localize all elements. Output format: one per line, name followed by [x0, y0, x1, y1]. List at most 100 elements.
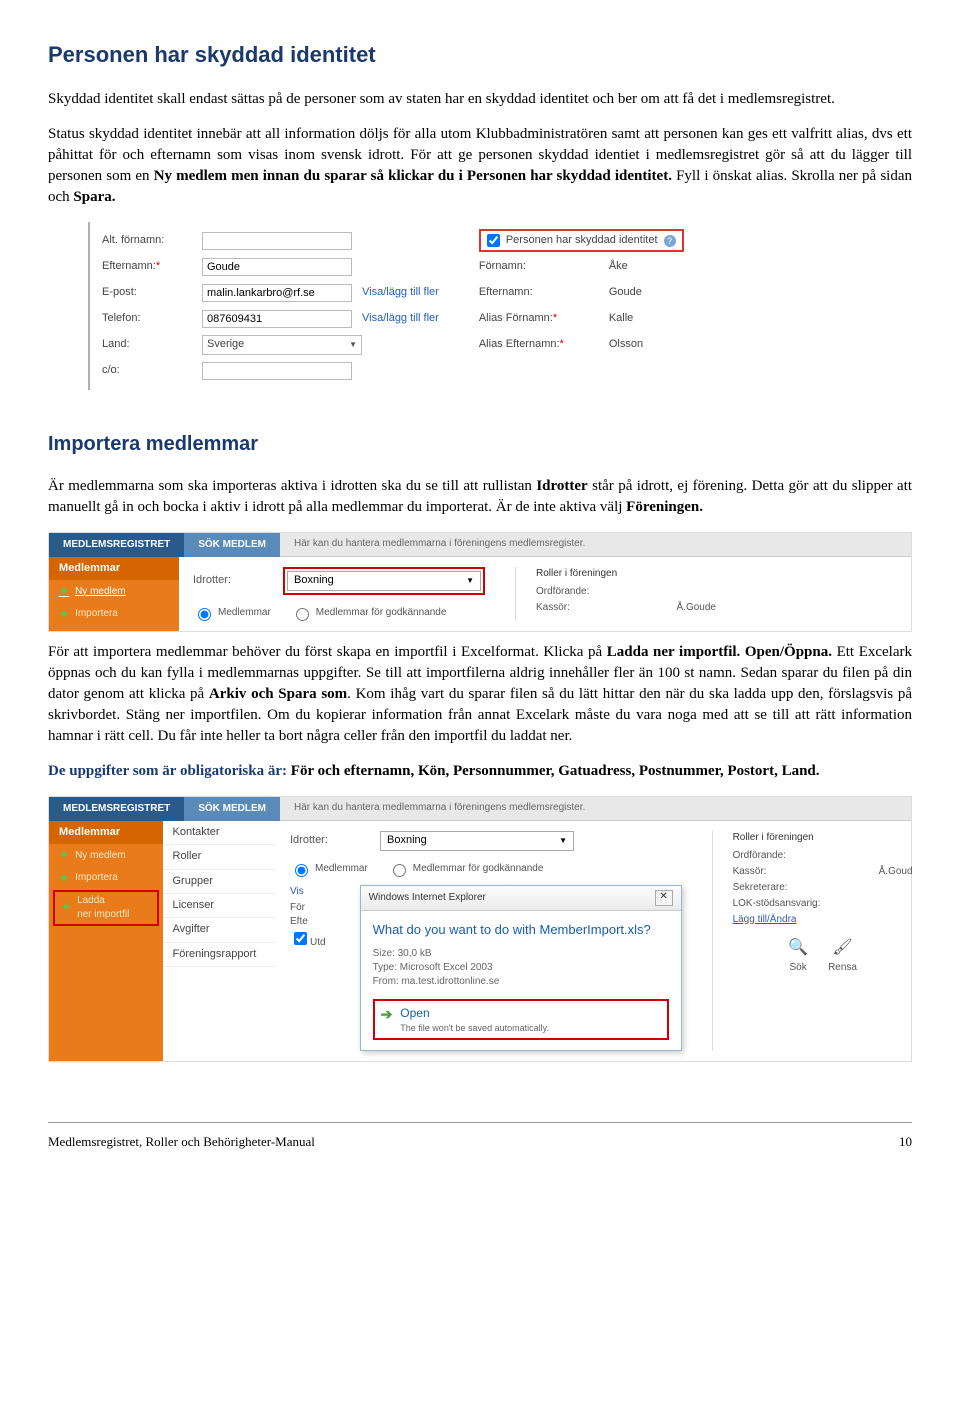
page-footer: Medlemsregistret, Roller och Behörighete…	[48, 1122, 912, 1151]
alias-fornamn-label: Alias Förnamn:*	[479, 311, 579, 326]
radio-godkannande-2[interactable]: Medlemmar för godkännande	[388, 861, 544, 877]
lok-label: LOK-stödsansvarig:	[733, 897, 821, 911]
sidebar-2: Medlemmar ✦Ny medlem ✦Importera ✦Laddane…	[49, 821, 163, 1062]
sidebar-ny-medlem[interactable]: ✦Ny medlem	[49, 580, 179, 603]
ie-open-label: Open	[400, 1005, 549, 1022]
s3-p1-a: För att importera medlemmar behöver du f…	[48, 644, 607, 660]
section2-para1: Är medlemmarna som ska importeras aktiva…	[48, 476, 912, 518]
ie-type: Type: Microsoft Excel 2003	[373, 961, 669, 975]
eft-label: Efte	[290, 916, 308, 927]
land-label: Land:	[102, 337, 202, 352]
footer-title: Medlemsregistret, Roller och Behörighete…	[48, 1133, 315, 1151]
protected-checkbox[interactable]	[487, 234, 500, 247]
obligatoriska-fields: För och efternamn, Kön, Personnummer, Ga…	[287, 763, 820, 779]
co-label: c/o:	[102, 363, 202, 378]
idrotter-label-2: Idrotter:	[290, 833, 370, 848]
alias-fornamn-value: Kalle	[609, 311, 633, 326]
tab-sok-medlem-2[interactable]: SÖK MEDLEM	[184, 797, 280, 821]
radio-godkannande[interactable]: Medlemmar för godkännande	[291, 605, 447, 621]
section3-para1: För att importera medlemmar behöver du f…	[48, 642, 912, 747]
tab-description: Här kan du hantera medlemmarna i förenin…	[280, 533, 911, 557]
side-avgifter[interactable]: Avgifter	[163, 918, 277, 942]
sidebar-header: Medlemmar	[49, 557, 179, 580]
land-dropdown[interactable]: Sverige▼	[202, 335, 362, 355]
telefon-label: Telefon:	[102, 311, 202, 326]
brush-icon: 🖌	[828, 937, 857, 959]
alt-fornamn-label: Alt. förnamn:	[102, 233, 202, 248]
radio-medlemmar[interactable]: Medlemmar	[193, 605, 271, 621]
sok-button[interactable]: 🔍Sök	[788, 937, 808, 975]
side-kontakter[interactable]: Kontakter	[163, 821, 277, 845]
roller-title: Roller i föreningen	[536, 567, 716, 581]
efternamn-label: Efternamn:*	[102, 259, 202, 274]
telefon-more-link[interactable]: Visa/lägg till fler	[362, 311, 439, 326]
roller-title-2: Roller i föreningen	[733, 831, 913, 845]
ie-close-button[interactable]: ✕	[655, 890, 673, 906]
ie-title: Windows Internet Explorer	[369, 891, 486, 905]
utd-label: Utd	[310, 937, 326, 948]
rensa-button[interactable]: 🖌Rensa	[828, 937, 857, 975]
spara-bold: Spara.	[73, 189, 115, 205]
fornamn-label: Förnamn:	[479, 259, 579, 274]
radio-medlemmar-2[interactable]: Medlemmar	[290, 861, 368, 877]
section2-title: Importera medlemmar	[48, 430, 912, 458]
sidebar-ny-medlem-2[interactable]: ✦Ny medlem	[49, 844, 163, 867]
efternamn-input[interactable]	[202, 258, 352, 276]
idrotter-dropdown-2[interactable]: Boxning▼	[380, 831, 574, 851]
ny-medlem-bold: Ny medlem men innan du sparar så klickar…	[154, 168, 672, 184]
efternamn2-value: Goude	[609, 285, 642, 300]
alt-fornamn-input[interactable]	[202, 232, 352, 250]
ie-size: Size: 30,0 kB	[373, 947, 669, 961]
sidebar-header-2: Medlemmar	[49, 821, 163, 844]
ordf-label: Ordförande:	[536, 585, 589, 599]
alias-efternamn-label: Alias Efternamn:*	[479, 337, 579, 352]
telefon-input[interactable]	[202, 310, 352, 328]
ordf-label-2: Ordförande:	[733, 849, 786, 863]
plus-icon: ✦	[59, 583, 69, 600]
idrotter-label: Idrotter:	[193, 573, 273, 588]
sekr-label: Sekreterare:	[733, 881, 788, 895]
search-icon: 🔍	[788, 937, 808, 959]
epost-input[interactable]	[202, 284, 352, 302]
plus-icon: ✦	[59, 847, 69, 864]
sidebar-importera[interactable]: ✦Importera	[49, 603, 179, 626]
arrow-icon: ➔	[381, 1005, 393, 1025]
fornamn-value: Åke	[609, 259, 628, 274]
sidebar-ladda[interactable]: ✦Laddaner importfil	[53, 890, 159, 926]
sidebar-importera-2[interactable]: ✦Importera	[49, 867, 163, 890]
side-grupper[interactable]: Grupper	[163, 870, 277, 894]
lagg-till-link[interactable]: Lägg till/Ändra	[733, 913, 913, 927]
admin-panel-2: MEDLEMSREGISTRET SÖK MEDLEM Här kan du h…	[48, 796, 912, 1063]
section1-para2: Status skyddad identitet innebär att all…	[48, 124, 912, 208]
footer-page: 10	[899, 1133, 912, 1151]
vis-link[interactable]: Vis	[290, 885, 326, 899]
plus-icon: ✦	[61, 899, 71, 916]
arkiv-bold: Arkiv och Spara som	[209, 686, 347, 702]
help-icon[interactable]: ?	[664, 235, 676, 247]
admin-panel-1: MEDLEMSREGISTRET SÖK MEDLEM Här kan du h…	[48, 532, 912, 632]
tab-medlemsregistret[interactable]: MEDLEMSREGISTRET	[49, 533, 184, 557]
ie-open-option[interactable]: ➔ Open The file won't be saved automatic…	[373, 999, 669, 1040]
side-foreningsrapport[interactable]: Föreningsrapport	[163, 943, 277, 967]
kassor-label: Kassör:	[536, 601, 570, 615]
kassor-value-2: Å.Goud	[879, 865, 913, 879]
kassor-value: Å.Goude	[677, 601, 716, 615]
side-licenser[interactable]: Licenser	[163, 894, 277, 918]
sidebar-1: Medlemmar ✦Ny medlem ✦Importera	[49, 557, 179, 631]
tab-sok-medlem[interactable]: SÖK MEDLEM	[184, 533, 280, 557]
obligatoriska-label: De uppgifter som är obligatoriska är:	[48, 763, 287, 779]
utd-checkbox[interactable]	[294, 932, 307, 945]
ie-from: From: ma.test.idrottonline.se	[373, 975, 669, 989]
protected-identity-form: Alt. förnamn: Efternamn:* E-post:Visa/lä…	[88, 222, 912, 390]
tab-medlemsregistret-2[interactable]: MEDLEMSREGISTRET	[49, 797, 184, 821]
foreningen-bold: Föreningen.	[626, 499, 703, 515]
ie-download-dialog: Windows Internet Explorer ✕ What do you …	[360, 885, 682, 1052]
side-roller[interactable]: Roller	[163, 845, 277, 869]
co-input[interactable]	[202, 362, 352, 380]
ie-open-sub: The file won't be saved automatically.	[400, 1022, 549, 1035]
epost-more-link[interactable]: Visa/lägg till fler	[362, 285, 439, 300]
idrotter-dropdown[interactable]: Boxning▼	[287, 571, 481, 591]
alias-efternamn-value: Olsson	[609, 337, 643, 352]
sidebar-secondary: Kontakter Roller Grupper Licenser Avgift…	[163, 821, 277, 1062]
tab-description-2: Här kan du hantera medlemmarna i förenin…	[280, 797, 911, 821]
